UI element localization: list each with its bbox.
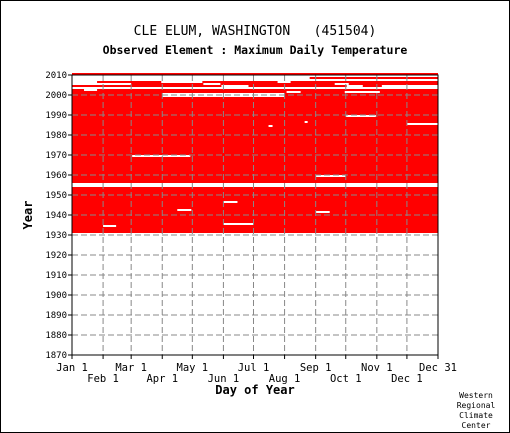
y-tick-label: 1880 [45, 331, 67, 341]
x-tick-label: Oct 1 [330, 373, 362, 385]
missing-data-gap [223, 223, 254, 225]
missing-data-gap [84, 89, 98, 91]
y-tick-label: 2010 [45, 71, 67, 81]
missing-data-gap [406, 123, 438, 125]
missing-data-gap [72, 83, 132, 85]
y-tick-label: 1900 [45, 291, 67, 301]
y-tick-label: 1960 [45, 171, 67, 181]
missing-data-gap [72, 77, 310, 79]
chart-subtitle: Observed Element : Maximum Daily Tempera… [102, 43, 408, 57]
data-layer [72, 73, 438, 233]
data-present-block [72, 89, 438, 233]
x-tick-label: Aug 1 [269, 373, 301, 385]
x-tick-label: Sep 1 [300, 362, 332, 374]
missing-data-gap [72, 183, 438, 185]
missing-data-gap [315, 211, 330, 213]
grid-layer [72, 75, 438, 355]
x-tick-label: Jul 1 [238, 362, 270, 374]
y-tick-label: 1920 [45, 251, 67, 261]
y-tick-label: 1870 [45, 351, 67, 361]
x-tick-label: Dec 1 [391, 373, 423, 385]
missing-data-gap [346, 85, 363, 87]
y-tick-label: 1910 [45, 271, 67, 281]
missing-data-gap [286, 91, 301, 93]
missing-data-gap [72, 185, 438, 187]
missing-data-gap [223, 201, 238, 203]
credit-line: Center [461, 421, 491, 430]
x-tick-label: Nov 1 [361, 362, 393, 374]
missing-data-gap [315, 175, 346, 177]
missing-data-gap [72, 81, 98, 83]
y-tick-label: 1970 [45, 151, 67, 161]
x-tick-label: May 1 [177, 362, 209, 374]
chart-title: CLE ELUM, WASHINGTON (451504) [133, 24, 377, 39]
y-tick-label: 1950 [45, 191, 67, 201]
credit-line: Western [459, 391, 493, 400]
x-tick-label: Apr 1 [146, 373, 178, 385]
x-tick-label: Jan 1 [56, 362, 88, 374]
y-tick-label: 1930 [45, 231, 67, 241]
missing-data-gap [72, 75, 438, 77]
missing-data-gap [277, 81, 291, 83]
missing-data-gap [304, 121, 308, 123]
missing-data-gap [334, 83, 349, 85]
missing-data-gap [161, 81, 203, 83]
missing-data-gap [72, 79, 438, 81]
y-tick-label: 1890 [45, 311, 67, 321]
missing-data-gap [132, 155, 191, 157]
x-tick-label: Feb 1 [87, 373, 119, 385]
y-tick-label: 2000 [45, 91, 67, 101]
missing-data-gap [344, 91, 380, 93]
missing-data-gap [177, 209, 192, 211]
credit-block: Western Regional Climate Center [448, 391, 504, 431]
axes-layer: 2010 2000 1990 1980 1970 1960 1950 1940 1930 1920… [45, 71, 457, 385]
credit-line: Climate [459, 411, 493, 420]
missing-data-gap [203, 83, 221, 85]
missing-data-gap [345, 115, 376, 117]
x-tick-label: Jun 1 [208, 373, 240, 385]
missing-data-gap [381, 85, 438, 87]
missing-data-gap [221, 85, 249, 87]
missing-data-gap [268, 125, 273, 127]
y-tick-label: 1990 [45, 111, 67, 121]
x-tick-label: Dec 31 [419, 362, 457, 374]
missing-data-gap [103, 225, 117, 227]
credit-line: Regional [456, 401, 496, 410]
x-axis-label: Day of Year [215, 383, 294, 397]
missing-data-gap [72, 87, 438, 89]
x-tick-label: Mar 1 [115, 362, 147, 374]
y-tick-label: 1980 [45, 131, 67, 141]
y-tick-label: 1940 [45, 211, 67, 221]
y-axis-label: Year [21, 201, 35, 230]
